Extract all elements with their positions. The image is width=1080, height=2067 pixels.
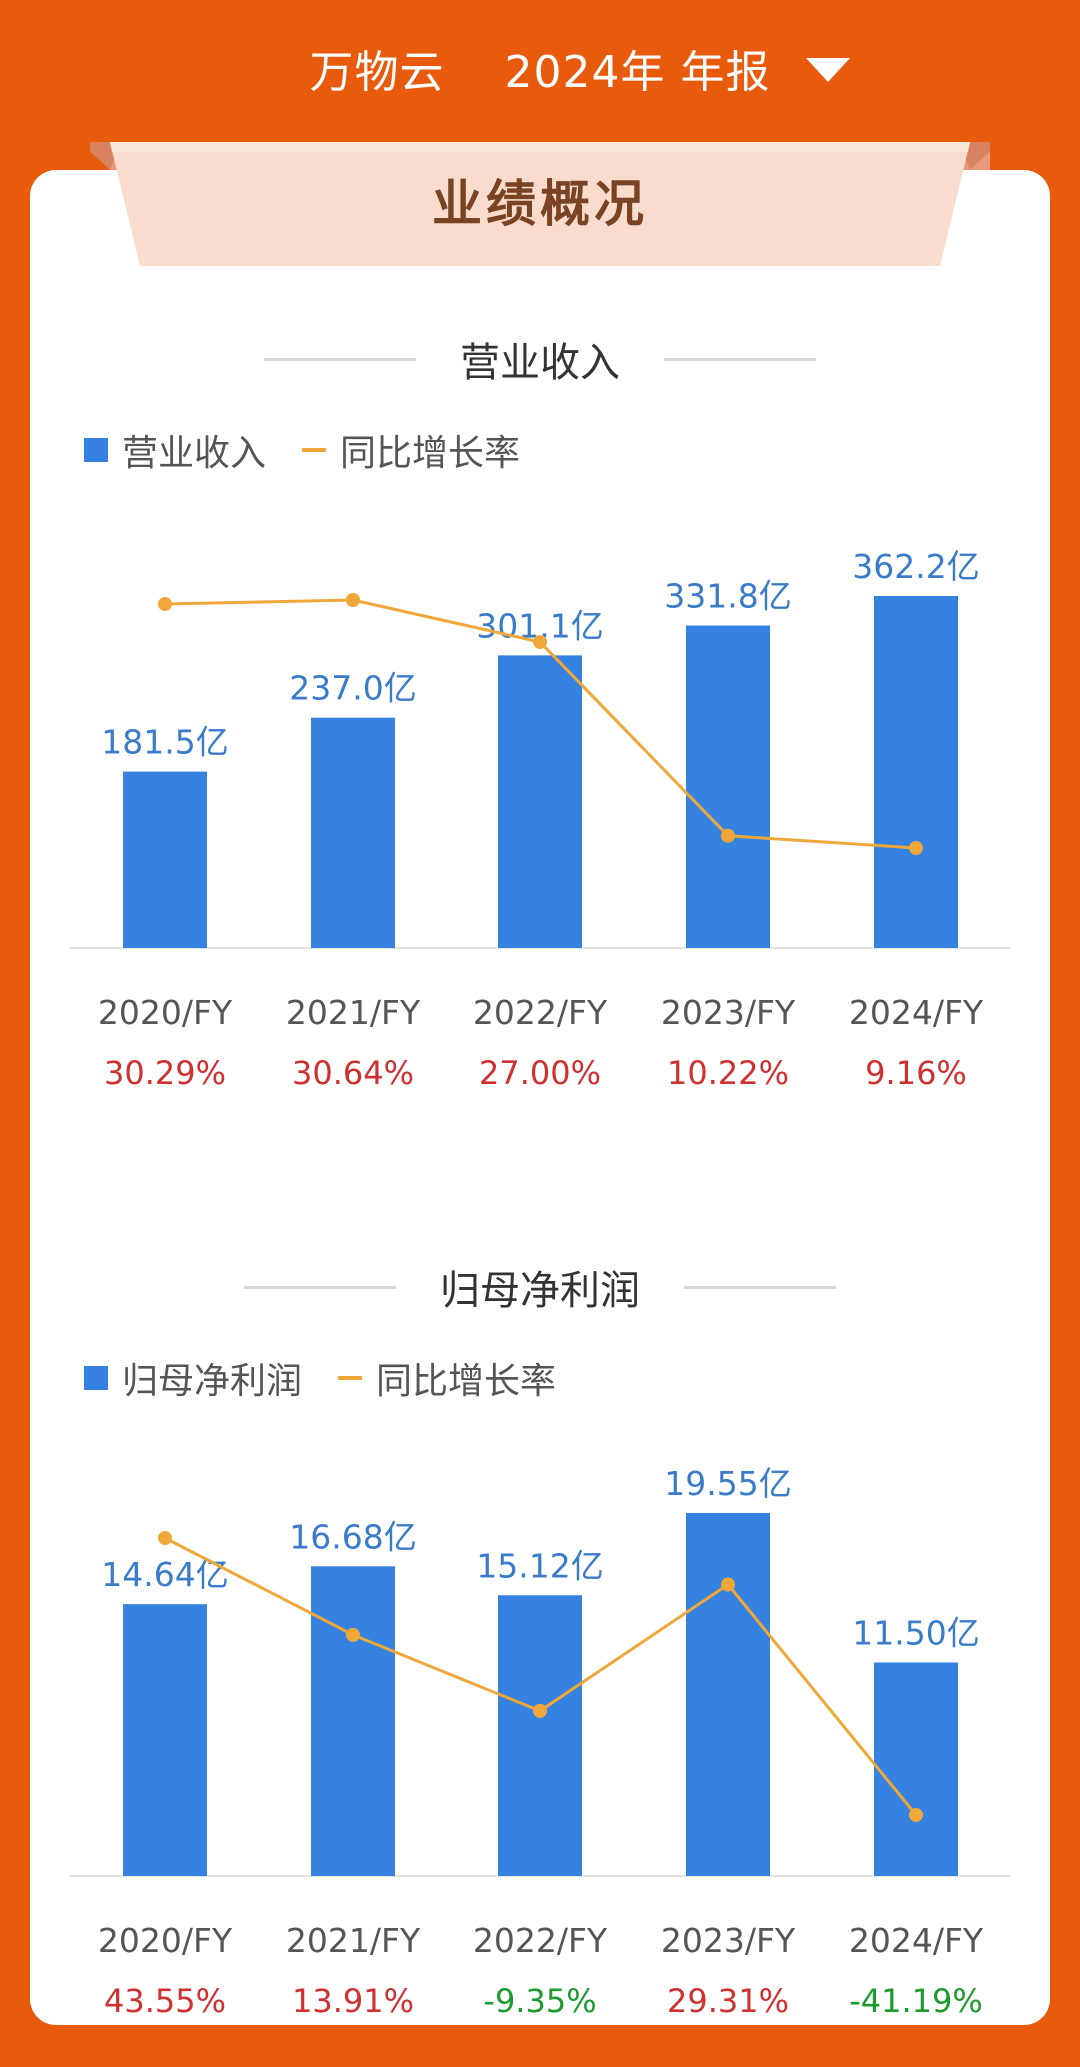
revenue-section-header: 营业收入 xyxy=(0,330,1080,388)
legend-bar-swatch xyxy=(84,1366,108,1390)
bar xyxy=(311,1566,395,1876)
x-tick-label: 2024/FY xyxy=(849,1921,984,1960)
bar-value-label: 331.8亿 xyxy=(664,577,791,616)
bar xyxy=(686,1513,770,1876)
growth-rate-label: 30.64% xyxy=(292,1054,414,1092)
bar-value-label: 362.2亿 xyxy=(852,547,979,586)
growth-rate-label: 29.31% xyxy=(667,1982,789,2020)
bar-value-label: 19.55亿 xyxy=(664,1464,791,1503)
growth-rate-label: 30.29% xyxy=(104,1054,226,1092)
growth-point xyxy=(158,597,172,612)
card-title: 业绩概况 xyxy=(432,175,648,233)
bar xyxy=(686,625,770,948)
net-profit-legend: 归母净利润 同比增长率 xyxy=(84,1352,556,1404)
x-tick-label: 2021/FY xyxy=(286,1921,421,1960)
growth-point xyxy=(346,593,360,607)
revenue-legend: 营业收入 同比增长率 xyxy=(84,424,520,476)
bar xyxy=(874,1662,958,1876)
divider-right xyxy=(664,357,816,361)
dropdown-triangle-icon[interactable] xyxy=(806,58,850,82)
divider-left xyxy=(264,357,416,361)
net-profit-section-title: 归母净利润 xyxy=(440,1268,640,1314)
legend-bar-label: 营业收入 xyxy=(122,433,267,474)
bar-value-label: 15.12亿 xyxy=(476,1546,603,1585)
legend-bar-swatch xyxy=(84,438,108,462)
bar xyxy=(123,1604,207,1876)
x-tick-label: 2020/FY xyxy=(98,1921,233,1960)
growth-point xyxy=(346,1627,360,1642)
bar xyxy=(498,655,582,948)
legend-line-label: 同比增长率 xyxy=(376,1361,557,1402)
growth-rate-label: 13.91% xyxy=(292,1982,414,2020)
card-title-ribbon: 业绩概况 xyxy=(80,142,1000,266)
growth-point xyxy=(909,841,923,855)
x-tick-label: 2024/FY xyxy=(849,993,984,1032)
growth-rate-label: 10.22% xyxy=(667,1054,789,1092)
x-tick-label: 2021/FY xyxy=(286,993,421,1032)
ribbon-shape xyxy=(80,142,1000,266)
revenue-section-title: 营业收入 xyxy=(460,340,620,386)
bar-value-label: 11.50亿 xyxy=(852,1613,979,1652)
growth-rate-label: 9.16% xyxy=(865,1054,967,1092)
bar-value-label: 181.5亿 xyxy=(101,723,228,762)
report-period: 2024年 年报 xyxy=(504,47,771,98)
growth-point xyxy=(158,1531,172,1545)
top-bar: 万物云 2024年 年报 xyxy=(0,0,1080,140)
legend-bar-label: 归母净利润 xyxy=(122,1361,303,1402)
report-selector[interactable]: 万物云 2024年 年报 xyxy=(0,36,1080,100)
legend-line-label: 同比增长率 xyxy=(340,433,521,474)
bar-value-label: 14.64亿 xyxy=(101,1555,228,1594)
x-tick-label: 2022/FY xyxy=(473,993,608,1032)
growth-point xyxy=(533,1703,547,1718)
divider-left xyxy=(244,1285,396,1289)
bar xyxy=(874,596,958,948)
growth-point xyxy=(909,1808,923,1822)
x-tick-label: 2023/FY xyxy=(661,1921,796,1960)
growth-point xyxy=(533,635,547,650)
growth-point xyxy=(721,828,735,843)
legend-line-swatch xyxy=(302,448,327,452)
growth-rate-label: 43.55% xyxy=(104,1982,226,2020)
bar xyxy=(498,1595,582,1876)
company-name: 万物云 xyxy=(309,47,445,98)
growth-rate-label: -9.35% xyxy=(483,1982,596,2020)
bar-value-label: 16.68亿 xyxy=(289,1517,416,1556)
net-profit-section-header: 归母净利润 xyxy=(0,1258,1080,1316)
legend-line-swatch xyxy=(338,1376,363,1380)
bar xyxy=(123,771,207,948)
x-tick-label: 2022/FY xyxy=(473,1921,608,1960)
growth-rate-label: 27.00% xyxy=(479,1054,601,1092)
divider-right xyxy=(684,1285,836,1289)
growth-rate-label: -41.19% xyxy=(849,1982,983,2020)
growth-point xyxy=(721,1577,735,1592)
bar-value-label: 237.0亿 xyxy=(289,669,416,708)
x-tick-label: 2023/FY xyxy=(661,993,796,1032)
x-tick-label: 2020/FY xyxy=(98,993,233,1032)
bar xyxy=(311,717,395,948)
